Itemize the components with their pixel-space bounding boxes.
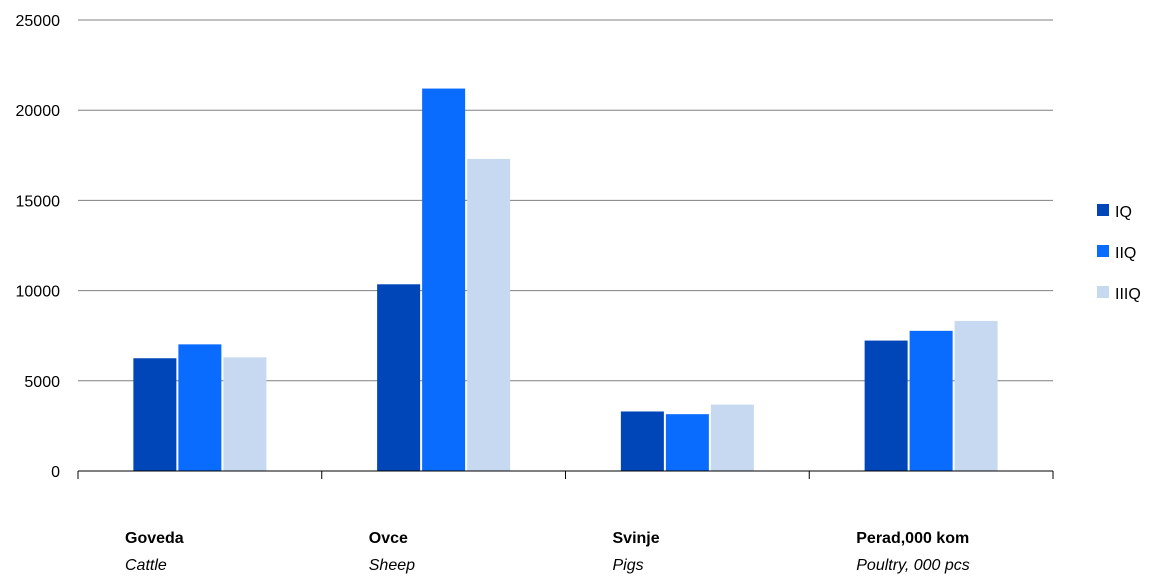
bar-iiq [909,330,953,471]
y-tick-label: 0 [51,464,60,481]
bars [133,88,998,471]
bar-iq [377,284,421,471]
category-label: Perad,000 kom [856,530,969,547]
legend-swatch [1097,204,1109,216]
category-sublabel: Sheep [369,557,415,574]
legend-swatch [1097,245,1109,257]
legend-label: IQ [1115,204,1132,221]
bar-iiiq [710,404,754,471]
bar-iq [620,411,664,471]
bar-iiiq [954,320,998,471]
y-tick-label: 10000 [16,284,61,301]
category-sublabel: Cattle [125,557,167,574]
grid-lines [78,19,1053,382]
legend-swatch [1097,286,1109,298]
bar-iq [133,358,177,471]
bar-iiq [422,88,466,471]
y-tick-label: 15000 [16,193,61,210]
bar-iiiq [467,158,511,471]
bar-iiq [178,344,222,471]
legend-label: IIQ [1115,245,1136,262]
legend-label: IIIQ [1115,286,1141,303]
category-sublabel: Pigs [613,557,644,574]
x-axis [77,470,1054,479]
category-label: Ovce [369,530,408,547]
y-tick-label: 20000 [16,103,61,120]
category-label: Svinje [613,530,660,547]
y-tick-label: 5000 [24,374,60,391]
bar-iiiq [223,357,267,471]
bar-iiq [665,414,709,471]
x-axis-labels: Goveda Cattle Ovce Sheep Svinje Pigs Perad,000… [125,530,970,574]
y-axis-ticks: 0 5000 10000 15000 20000 25000 [16,13,61,481]
category-label: Goveda [125,530,184,547]
y-tick-label: 25000 [16,13,61,30]
legend: IQ IIQ IIIQ [1097,204,1141,303]
category-sublabel: Poultry, 000 pcs [856,557,970,574]
bar-iq [864,340,908,471]
